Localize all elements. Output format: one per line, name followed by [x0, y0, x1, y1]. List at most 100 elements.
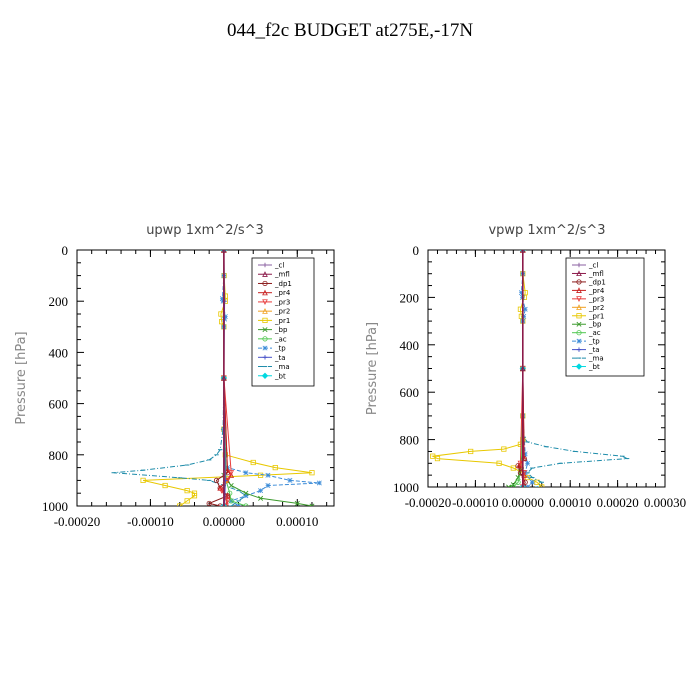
y-tick-label: 600: [400, 385, 420, 400]
data-point-pr3: [517, 460, 524, 467]
legend-label: _ma: [588, 355, 604, 363]
x-tick-label: -0.00020: [405, 495, 452, 510]
legend-label: _bp: [588, 321, 602, 329]
legend: _cl_mfl_dp1_pr4_pr3_pr2_pr1_bp_ac_tp_ta_…: [565, 257, 645, 377]
legend-label: _dp1: [588, 278, 606, 286]
legend-marker: [262, 308, 268, 314]
data-point-tp: [265, 483, 271, 489]
data-point-tp: [258, 488, 264, 494]
x-tick-label: 0.00010: [549, 495, 591, 510]
x-tick-label: 0.00020: [596, 495, 638, 510]
legend-marker: [262, 317, 268, 323]
legend-marker: [262, 262, 268, 268]
legend-label: _mfl: [588, 270, 604, 278]
data-point-tp: [525, 460, 531, 466]
data-point-pr1: [510, 465, 516, 471]
legend-label: _cl: [274, 262, 284, 270]
legend-label: _tp: [274, 345, 286, 353]
data-point-pr3: [223, 503, 229, 506]
data-point-tp: [265, 472, 271, 478]
legend-label: _pr3: [274, 298, 290, 306]
y-tick-label: 1000: [393, 480, 419, 495]
legend-marker: [576, 321, 582, 327]
data-point-bp: [506, 484, 512, 487]
legend-label: _mfl: [274, 271, 290, 279]
data-point-dp1: [206, 500, 212, 506]
legend-label: _dp1: [274, 280, 292, 288]
legend-marker: [575, 363, 583, 370]
y-tick-label: 0: [62, 243, 69, 258]
page-title: 044_f2c BUDGET at275E,-17N: [226, 20, 474, 41]
data-point-pr1: [257, 472, 264, 478]
data-point-tp: [522, 306, 528, 312]
legend-marker: [262, 289, 268, 296]
x-tick-label: -0.00010: [127, 514, 174, 529]
legend-marker: [576, 296, 582, 302]
legend-marker: [576, 270, 582, 277]
legend-label: _pr1: [274, 317, 290, 325]
legend-marker: [576, 262, 582, 268]
legend-marker: [576, 287, 582, 293]
data-point-pr1: [140, 477, 146, 484]
data-point-ac: [243, 503, 249, 506]
legend-label: _pr1: [588, 312, 604, 320]
legend-marker: [262, 355, 268, 360]
legend-box: [565, 257, 645, 377]
legend-marker: [576, 338, 582, 344]
data-point-bp: [294, 500, 300, 506]
data-point-bp: [228, 483, 234, 489]
legend-marker: [262, 280, 268, 287]
data-point-pr1: [162, 482, 168, 489]
legend-marker: [261, 372, 269, 379]
legend-label: _tp: [588, 338, 600, 346]
x-tick-label: -0.00010: [452, 495, 499, 510]
data-point-ac: [510, 484, 516, 487]
data-point-dp1: [213, 477, 220, 483]
data-point-pr1: [468, 448, 474, 455]
legend-marker: [262, 271, 268, 277]
y-tick-label: 0: [413, 243, 420, 258]
y-tick-label: 400: [49, 345, 69, 360]
data-point-bp: [243, 490, 249, 496]
x-tick-label: -0.00020: [54, 514, 101, 529]
legend-marker: [576, 279, 582, 285]
legend-label: _ta: [274, 354, 286, 362]
data-point-tp: [518, 290, 524, 296]
data-point-pr1: [496, 460, 502, 466]
legend-marker: [576, 347, 582, 352]
legend-label: _pr3: [588, 295, 604, 303]
data-point-tp: [316, 480, 322, 486]
y-tick-label: 200: [400, 290, 420, 305]
chart-panel-2: vpwp 1xm^2/s^3 0 200 400 600 800 1000-0.00020-…: [365, 223, 686, 510]
legend-label: _bt: [588, 363, 600, 371]
legend-marker: [262, 299, 268, 306]
data-point-bp: [309, 503, 315, 506]
data-point-pr1: [272, 464, 278, 471]
x-tick-label: 0.00010: [276, 514, 318, 529]
legend-label: _ac: [588, 329, 601, 337]
y-tick-label: 200: [49, 294, 69, 309]
y-axis-label: Pressure [hPa]: [14, 331, 29, 424]
legend-marker: [576, 304, 582, 310]
y-axis-label: Pressure [hPa]: [365, 322, 380, 415]
data-point-tp: [529, 479, 535, 485]
data-point-pr1: [434, 455, 441, 462]
data-point-pr1: [309, 470, 315, 476]
data-point-pr1: [184, 488, 190, 494]
y-tick-label: 800: [49, 448, 69, 463]
legend-label: _bp: [274, 326, 288, 334]
data-point-mfl: [519, 365, 526, 372]
data-point-pr3: [218, 488, 225, 494]
legend-marker: [576, 313, 582, 319]
data-point-pr1: [534, 479, 540, 485]
x-tick-label: 0.00030: [644, 495, 686, 510]
data-point-mfl: [519, 250, 526, 253]
data-point-pr1: [501, 446, 507, 452]
legend-label: _pr4: [274, 289, 291, 297]
chart-title: vpwp 1xm^2/s^3: [488, 223, 605, 238]
data-point-mfl: [221, 374, 227, 381]
data-point-pr3: [228, 470, 235, 476]
legend-label: _pr2: [274, 308, 290, 316]
data-point-tp: [522, 451, 528, 457]
